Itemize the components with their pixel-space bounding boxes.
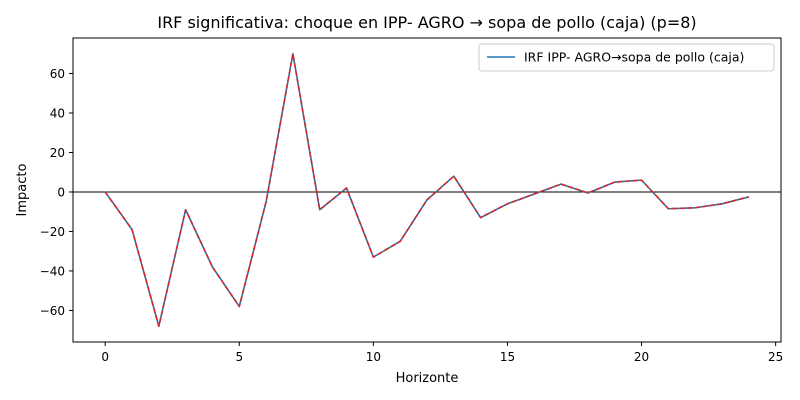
legend-box — [478, 43, 775, 72]
y-tick-label: −20 — [40, 225, 65, 239]
x-tick-label: 0 — [101, 350, 109, 364]
y-tick-label: −40 — [40, 264, 65, 278]
x-axis-label: Horizonte — [396, 371, 459, 386]
legend-label-irf: IRF IPP- AGRO→sopa de pollo (caja) — [524, 50, 744, 65]
y-axis-label: Impacto — [15, 164, 30, 217]
y-tick-label: −60 — [40, 304, 65, 318]
y-tick-label: 0 — [57, 185, 65, 199]
x-tick-label: 10 — [366, 350, 381, 364]
x-tick-label: 15 — [500, 350, 515, 364]
x-tick-label: 25 — [768, 350, 783, 364]
y-tick-label: 60 — [50, 67, 65, 81]
x-axis-ticks: 0 5 10 15 20 25 — [101, 342, 783, 364]
legend: IRF IPP- AGRO→sopa de pollo (caja) — [478, 43, 775, 72]
y-tick-label: 20 — [50, 146, 65, 160]
y-axis-ticks: −60 −40 −20 0 20 40 60 — [40, 67, 73, 318]
plot-area — [73, 38, 781, 342]
x-tick-label: 5 — [235, 350, 243, 364]
series-layer — [104, 52, 750, 328]
x-tick-label: 20 — [634, 350, 649, 364]
y-tick-label: 40 — [50, 107, 65, 121]
chart-title: IRF significativa: choque en IPP- AGRO →… — [157, 13, 696, 32]
series-line-1 — [104, 52, 750, 328]
plot-frame — [72, 37, 782, 343]
